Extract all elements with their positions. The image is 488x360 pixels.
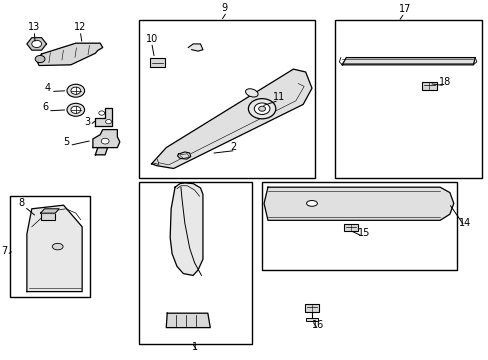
Text: 14: 14 xyxy=(458,217,470,228)
Bar xyxy=(305,318,318,321)
Bar xyxy=(139,182,251,344)
Text: 4: 4 xyxy=(45,83,51,93)
Circle shape xyxy=(32,40,41,48)
Polygon shape xyxy=(151,69,311,168)
Bar xyxy=(421,82,436,90)
Text: 9: 9 xyxy=(221,3,227,13)
Circle shape xyxy=(105,120,111,124)
Circle shape xyxy=(67,103,84,116)
Polygon shape xyxy=(166,313,210,328)
Circle shape xyxy=(254,103,269,114)
Polygon shape xyxy=(27,205,82,292)
Polygon shape xyxy=(27,38,46,50)
Circle shape xyxy=(99,111,104,115)
Polygon shape xyxy=(170,183,203,275)
Circle shape xyxy=(248,99,275,119)
Ellipse shape xyxy=(306,201,317,206)
Text: 7: 7 xyxy=(1,246,7,256)
Text: 11: 11 xyxy=(272,92,285,102)
Text: 12: 12 xyxy=(74,22,86,32)
Polygon shape xyxy=(177,152,190,159)
Polygon shape xyxy=(95,148,107,155)
Bar xyxy=(139,20,315,178)
Text: 17: 17 xyxy=(398,4,410,14)
Ellipse shape xyxy=(52,243,63,250)
Text: 8: 8 xyxy=(19,198,25,208)
Polygon shape xyxy=(95,108,112,126)
Circle shape xyxy=(35,55,45,63)
Text: 5: 5 xyxy=(63,137,70,147)
Text: 3: 3 xyxy=(84,117,90,127)
Circle shape xyxy=(258,106,265,111)
Ellipse shape xyxy=(245,89,258,97)
Text: 16: 16 xyxy=(311,320,324,330)
Polygon shape xyxy=(264,187,453,220)
Circle shape xyxy=(71,87,81,94)
Polygon shape xyxy=(342,58,474,65)
Polygon shape xyxy=(93,130,120,148)
Text: 18: 18 xyxy=(438,77,450,87)
Text: 13: 13 xyxy=(28,22,41,32)
Text: 15: 15 xyxy=(357,228,369,238)
Circle shape xyxy=(71,106,81,113)
FancyBboxPatch shape xyxy=(41,213,55,220)
Bar xyxy=(304,304,319,312)
Polygon shape xyxy=(189,45,202,50)
Text: 1: 1 xyxy=(191,342,198,352)
Text: 6: 6 xyxy=(42,102,48,112)
Bar xyxy=(334,20,481,178)
Polygon shape xyxy=(37,43,102,66)
Bar xyxy=(343,224,358,231)
Polygon shape xyxy=(41,209,59,213)
Bar xyxy=(261,182,456,270)
Circle shape xyxy=(101,138,109,144)
Bar xyxy=(10,196,90,297)
Text: 10: 10 xyxy=(145,34,158,44)
FancyBboxPatch shape xyxy=(150,58,164,67)
Text: 2: 2 xyxy=(229,142,236,152)
Circle shape xyxy=(67,84,84,97)
